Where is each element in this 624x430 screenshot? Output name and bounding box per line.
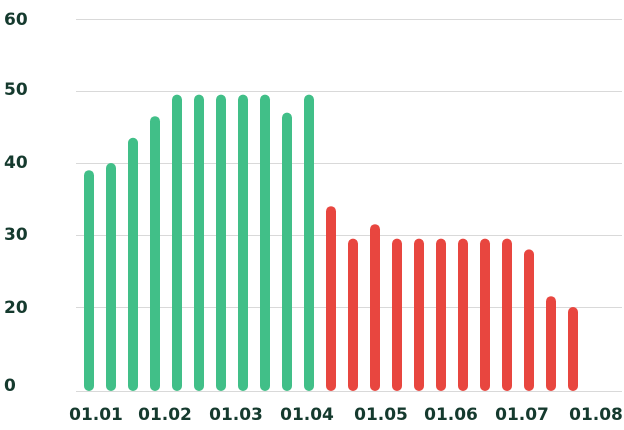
- bar: [194, 94, 204, 391]
- bar: [458, 238, 468, 391]
- bar: [568, 307, 578, 391]
- bar: [260, 94, 270, 391]
- bar: [392, 238, 402, 391]
- y-tick-label: 40: [4, 153, 28, 173]
- y-tick-label: 20: [4, 298, 28, 318]
- x-axis-tick-labels: 01.01 01.02 01.03 01.04 01.05 01.06 01.07 01.08: [69, 405, 623, 425]
- bar: [414, 238, 424, 391]
- bar: [106, 163, 116, 391]
- x-tick-label: 01.03: [209, 405, 263, 425]
- bar: [150, 116, 160, 391]
- bar: [480, 238, 490, 391]
- y-tick-label: 30: [4, 225, 28, 245]
- bar: [326, 206, 336, 391]
- gridlines: [76, 19, 622, 392]
- bar: [436, 238, 446, 391]
- y-tick-label: 50: [4, 80, 28, 100]
- bar: [304, 94, 314, 391]
- bar: [348, 238, 358, 391]
- x-tick-label: 01.07: [495, 405, 549, 425]
- bar: [84, 170, 94, 391]
- bar: [172, 94, 182, 391]
- bar: [502, 238, 512, 391]
- bar: [370, 224, 380, 391]
- bar: [128, 137, 138, 391]
- x-tick-label: 01.06: [424, 405, 478, 425]
- y-tick-label: 0: [4, 376, 16, 396]
- y-tick-label: 60: [4, 10, 28, 30]
- bar: [216, 94, 226, 391]
- x-tick-label: 01.05: [354, 405, 408, 425]
- bar: [238, 94, 248, 391]
- x-tick-label: 01.02: [138, 405, 192, 425]
- x-tick-label: 01.01: [69, 405, 123, 425]
- bars: [84, 94, 578, 391]
- x-tick-label: 01.08: [569, 405, 623, 425]
- y-axis-tick-labels: 0 20 30 40 50 60: [4, 10, 28, 396]
- x-tick-label: 01.04: [280, 405, 334, 425]
- bar: [282, 112, 292, 391]
- bar: [524, 249, 534, 391]
- bar: [546, 296, 556, 391]
